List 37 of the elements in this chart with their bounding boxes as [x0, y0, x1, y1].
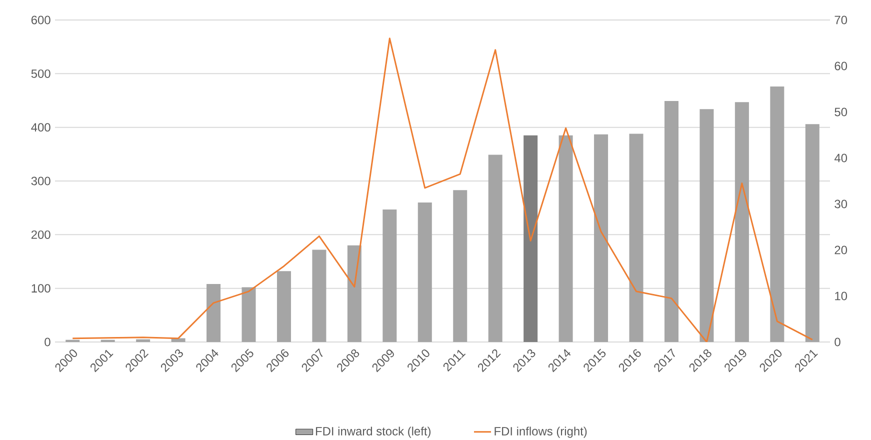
bar: [664, 101, 678, 342]
bar: [276, 271, 291, 342]
bar: [770, 86, 784, 342]
y2-tick-label: 40: [834, 154, 848, 162]
y-tick-label: 200: [31, 230, 50, 239]
bar: [734, 102, 749, 342]
y-tick-label: 500: [31, 69, 50, 78]
bar: [805, 124, 820, 342]
y2-tick-label: 70: [834, 16, 848, 24]
y-tick-label: 600: [31, 16, 50, 24]
y2-tick-label: 10: [835, 292, 848, 300]
bar: [594, 134, 608, 342]
bar: [242, 287, 256, 342]
bar: [629, 134, 644, 342]
bar: [558, 135, 573, 342]
y2-tick-label: 50: [834, 108, 848, 116]
y-tick-label: 0: [44, 338, 50, 346]
y-tick-label: 100: [32, 284, 50, 293]
y2-tick-label: 0: [834, 338, 840, 346]
bar: [312, 250, 326, 342]
bar: [418, 202, 432, 342]
bar: [382, 209, 397, 342]
line-series: [72, 38, 814, 342]
y2-tick-label: 20: [834, 246, 848, 254]
bar: [453, 190, 468, 342]
y2-tick-label: 60: [834, 62, 848, 70]
y2-tick-label: 30: [834, 200, 848, 208]
y-tick-label: 400: [31, 123, 50, 132]
bar: [347, 245, 362, 342]
bar: [206, 284, 221, 342]
bar: [488, 154, 502, 342]
legend-label: FDI inflows (right): [494, 426, 587, 438]
bar: [524, 135, 538, 342]
legend-label: FDI inward stock (left): [316, 426, 430, 438]
bar: [700, 109, 714, 342]
bar: [136, 339, 150, 342]
y-tick-label: 300: [31, 176, 50, 186]
